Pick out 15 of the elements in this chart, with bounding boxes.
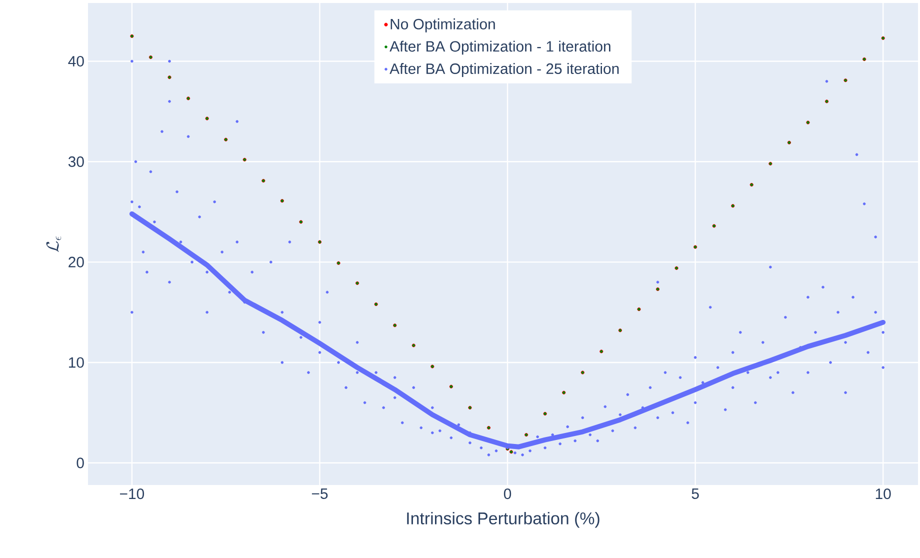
x-tick-label: 0 [504,488,512,500]
x-tick-label: 10 [876,488,891,500]
legend-label: After BA Optimization - 1 iteration [390,40,610,55]
y-tick-label: 20 [68,256,84,268]
legend-label: No Optimization [390,18,495,32]
y-axis-title: $\mathcal{L}_\epsilon$ [46,236,62,252]
x-axis-title: Intrinsics Perturbation (%) [407,512,600,528]
y-tick-label: 40 [68,56,84,67]
x-tick-label: 5 [692,488,699,499]
x-tick-label: −10 [120,488,144,500]
x-tick-label: −5 [312,488,328,499]
y-tick-label: 10 [69,357,84,368]
y-tick-label: 30 [68,156,84,167]
legend-label: After BA Optimization - 25 iteration [390,63,619,77]
y-tick-label: 0 [76,458,84,468]
